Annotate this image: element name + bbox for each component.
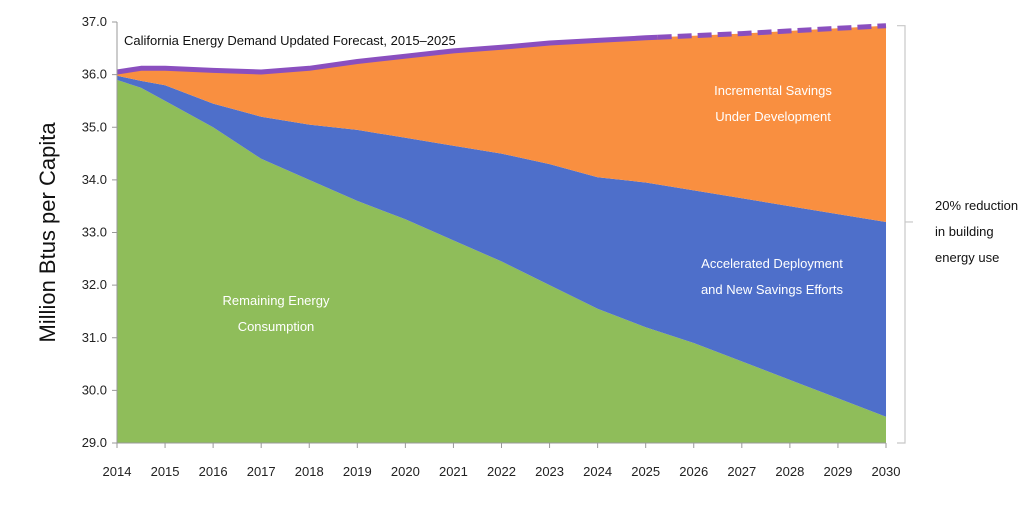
x-tick-label: 2026 [679,464,708,479]
reduction-annotation: energy use [935,250,999,265]
y-tick-label: 32.0 [82,277,107,292]
y-axis-label: Million Btus per Capita [35,122,60,343]
reduction-annotation: 20% reduction [935,198,1018,213]
x-tick-label: 2017 [247,464,276,479]
series-label-3: Under Development [715,109,831,124]
forecast-line-layer [116,23,887,75]
areas-layer [117,25,886,444]
reduction-bracket [897,25,906,444]
x-tick-label: 2027 [727,464,756,479]
y-tick-label: 37.0 [82,14,107,29]
series-area-2 [117,75,886,417]
x-tick-label: 2020 [391,464,420,479]
y-tick-label: 30.0 [82,382,107,397]
y-tick-label: 33.0 [82,225,107,240]
x-tick-label: 2015 [151,464,180,479]
reduction-annotation: in building [935,224,994,239]
y-tick-label: 34.0 [82,172,107,187]
series-label-2: and New Savings Efforts [701,282,844,297]
series-label-3: Incremental Savings [714,83,832,98]
series-area-1 [117,79,886,444]
x-tick-label: 2023 [535,464,564,479]
forecast-line-solid [116,34,658,75]
labels-layer: Million Btus per Capita California Energy… [35,33,1018,343]
axes-layer: 29.0 30.0 31.0 32.0 33.0 34.0 35.0 36.0 37.0 2014… [82,14,913,479]
x-tick-label: 2029 [823,464,852,479]
y-tick-label: 31.0 [82,330,107,345]
x-tick-label: 2018 [295,464,324,479]
series-label-1: Remaining Energy [223,293,330,308]
chart-title: California Energy Demand Updated Forecas… [124,33,456,48]
y-tick-label: 36.0 [82,67,107,82]
x-tick-label: 2028 [775,464,804,479]
x-tick-label: 2025 [631,464,660,479]
x-tick-label: 2022 [487,464,516,479]
series-area-3 [117,25,886,223]
forecast-line-dashed [657,23,887,40]
x-tick-label: 2019 [343,464,372,479]
y-tick-label: 29.0 [82,435,107,450]
x-tick-label: 2021 [439,464,468,479]
series-label-2: Accelerated Deployment [701,256,843,271]
x-tick-label: 2016 [199,464,228,479]
series-label-1: Consumption [238,319,315,334]
x-tick-label: 2014 [103,464,132,479]
x-tick-label: 2030 [872,464,901,479]
x-tick-label: 2024 [583,464,612,479]
y-tick-label: 35.0 [82,119,107,134]
